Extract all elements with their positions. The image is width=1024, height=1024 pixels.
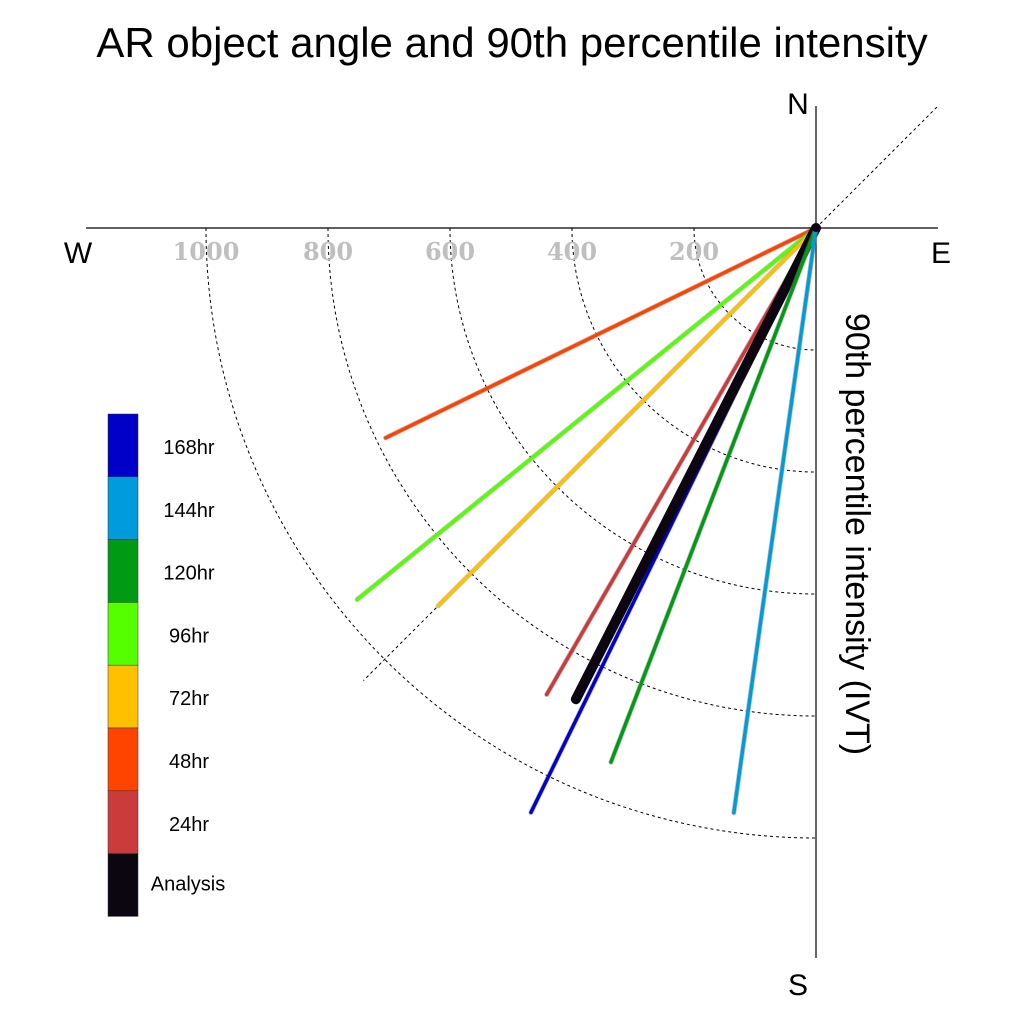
- legend-label: 144hr: [163, 500, 214, 522]
- legend-label: 168hr: [163, 437, 214, 459]
- legend-swatch: [107, 413, 139, 478]
- legend-label: 24hr: [169, 814, 209, 836]
- legend-label: 120hr: [163, 563, 214, 585]
- radial-tick-labels: 200 400 600 800 1000: [173, 237, 719, 266]
- radial-ring-200: [693, 227, 817, 351]
- radial-ring-400: [571, 227, 817, 473]
- legend-swatch: [107, 853, 139, 917]
- legend-label: Analysis: [151, 874, 225, 896]
- series-line-120hr: [609, 226, 818, 764]
- origin-point: [812, 224, 820, 232]
- series-line-48hr: [383, 226, 818, 440]
- legend-swatch: [107, 790, 139, 854]
- radial-ring-600: [449, 227, 817, 595]
- legend-swatch: [107, 602, 139, 666]
- radial-ring-1000: [205, 227, 817, 839]
- compass-west: W: [64, 237, 93, 270]
- radial-ring-800: [327, 227, 817, 717]
- series-lines: [354, 223, 821, 816]
- legend-label: 72hr: [169, 688, 209, 710]
- compass-north: N: [787, 88, 809, 121]
- compass-axes: [86, 106, 938, 958]
- legend: 168hr 144hr 120hr 96hr 72hr 48hr 24hr Analysis: [107, 413, 225, 917]
- radial-tick-label: 1000: [173, 237, 240, 266]
- legend-label: 48hr: [169, 751, 209, 773]
- radial-rings: [205, 227, 817, 839]
- radial-axis-label: 90th percentile intensity (IVT): [838, 313, 876, 755]
- legend-swatch: [107, 539, 139, 603]
- legend-swatch: [107, 727, 139, 792]
- series-line-analysis: [570, 223, 821, 705]
- compass-south: S: [788, 969, 808, 1002]
- radial-tick-label: 400: [547, 237, 597, 266]
- radial-tick-label: 800: [303, 237, 353, 266]
- series-line-72hr: [436, 226, 818, 608]
- chart-title: AR object angle and 90th percentile inte…: [96, 19, 927, 66]
- legend-swatch: [107, 476, 139, 540]
- radial-tick-label: 600: [425, 237, 475, 266]
- compass-east: E: [931, 237, 951, 270]
- radial-tick-label: 200: [669, 237, 719, 266]
- legend-label: 96hr: [169, 625, 209, 647]
- series-line-144hr: [732, 226, 818, 815]
- legend-swatch: [107, 664, 139, 729]
- series-line-96hr: [355, 226, 818, 602]
